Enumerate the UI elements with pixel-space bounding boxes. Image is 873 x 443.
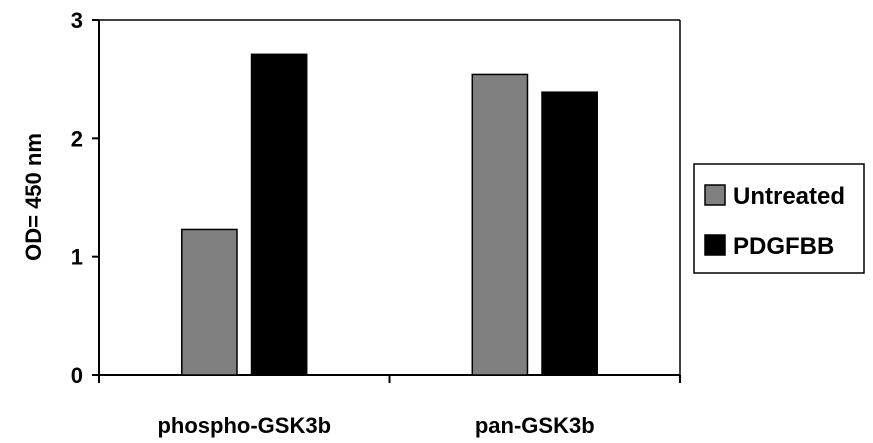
y-tick-label: 3 bbox=[71, 8, 83, 33]
y-tick-label: 0 bbox=[71, 363, 83, 388]
y-axis-title: OD= 450 nm bbox=[21, 133, 46, 261]
bars bbox=[181, 53, 598, 376]
category-label: phospho-GSK3b bbox=[157, 413, 331, 438]
category-labels: phospho-GSK3b pan-GSK3b bbox=[157, 413, 594, 438]
legend-label-untreated: Untreated bbox=[733, 183, 845, 210]
y-tick-label: 1 bbox=[71, 245, 83, 270]
bar-pdgfbb-pan-gsk3b bbox=[541, 91, 598, 376]
y-ticks: 0 1 2 3 bbox=[71, 8, 99, 388]
x-ticks bbox=[98, 375, 681, 383]
bar-untreated-pan-gsk3b bbox=[471, 73, 529, 376]
legend-swatch-untreated bbox=[704, 184, 726, 206]
category-label: pan-GSK3b bbox=[475, 413, 595, 438]
y-tick-label: 2 bbox=[71, 126, 83, 151]
bar-untreated-phospho-gsk3b bbox=[181, 228, 238, 376]
bar-pdgfbb-phospho-gsk3b bbox=[250, 53, 308, 376]
legend-swatch-pdgfbb bbox=[704, 234, 726, 256]
legend-label-pdgfbb: PDGFBB bbox=[733, 233, 834, 260]
legend: Untreated PDGFBB bbox=[693, 163, 865, 274]
